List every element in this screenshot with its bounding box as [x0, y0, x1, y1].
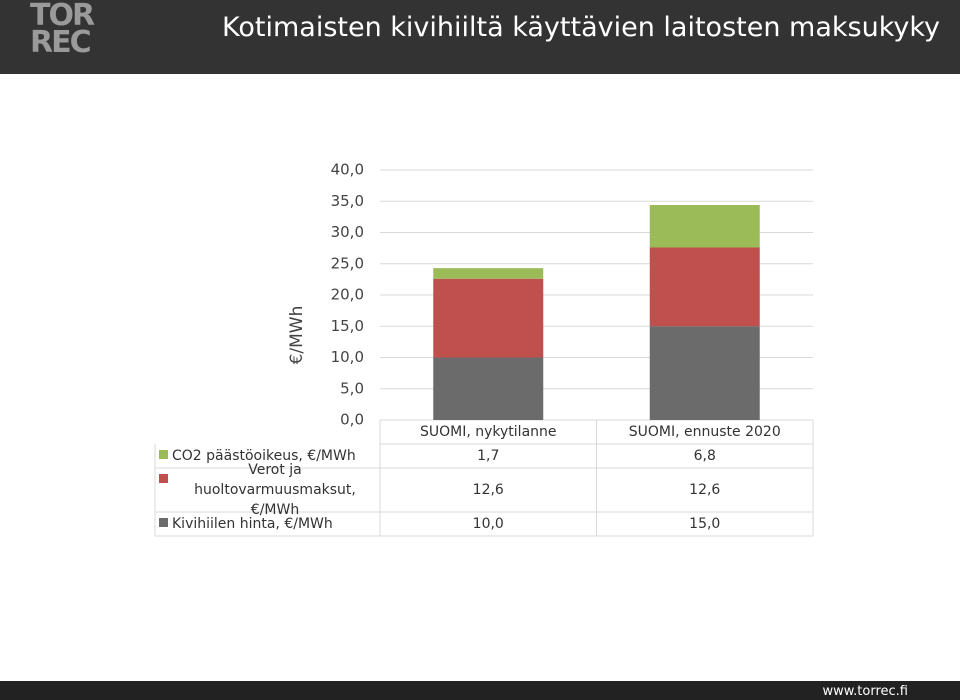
data-label: 6,8 — [693, 448, 716, 464]
y-tick-label: 10,0 — [331, 348, 364, 366]
data-label: 12,6 — [472, 482, 504, 498]
footer: www.torrec.fi — [0, 681, 960, 700]
logo-line: REC — [30, 25, 92, 60]
data-label: 12,6 — [689, 482, 721, 498]
y-tick-label: 35,0 — [331, 192, 364, 210]
y-tick-label: 5,0 — [340, 379, 364, 397]
legend-label: CO2 päästöoikeus, €/MWh — [172, 448, 356, 464]
y-tick-label: 20,0 — [331, 286, 364, 304]
y-tick-label: 25,0 — [331, 254, 364, 272]
legend-swatch — [159, 474, 168, 483]
bar-segment — [433, 278, 544, 358]
legend-entry: Verot ja huoltovarmuusmaksut, €/MWh — [159, 462, 378, 518]
legend-swatch — [159, 450, 168, 459]
y-axis-label: €/MWh — [287, 306, 307, 365]
logo: TOR REC — [30, 0, 95, 60]
y-tick-label: 30,0 — [331, 223, 364, 241]
y-tick-label: 0,0 — [340, 411, 364, 429]
y-tick-label: 15,0 — [331, 317, 364, 335]
legend-entry: Kivihiilen hinta, €/MWh — [159, 512, 378, 536]
bar-segment — [649, 205, 760, 248]
legend-label: Verot ja huoltovarmuusmaksut, €/MWh — [194, 462, 356, 518]
header: TOR REC Kotimaisten kivihiiltä käyttävien… — [0, 0, 960, 74]
y-tick-label: 40,0 — [331, 161, 364, 179]
data-label: 10,0 — [472, 516, 504, 532]
x-tick-label: SUOMI, ennuste 2020 — [628, 424, 781, 440]
bar-segment — [649, 326, 760, 420]
bar-segment — [649, 247, 760, 327]
data-label: 1,7 — [477, 448, 500, 464]
legend-swatch — [159, 518, 168, 527]
slide-title: Kotimaisten kivihiiltä käyttävien laitos… — [222, 12, 940, 43]
legend-label: Kivihiilen hinta, €/MWh — [172, 516, 333, 532]
x-tick-label: SUOMI, nykytilanne — [419, 424, 557, 440]
data-label: 15,0 — [689, 516, 721, 532]
bar-segment — [433, 268, 544, 279]
footer-url: www.torrec.fi — [822, 684, 908, 699]
legend-entry: CO2 päästöoikeus, €/MWh — [159, 444, 378, 468]
bar-segment — [433, 357, 544, 420]
logo-line: TOR — [30, 0, 95, 33]
